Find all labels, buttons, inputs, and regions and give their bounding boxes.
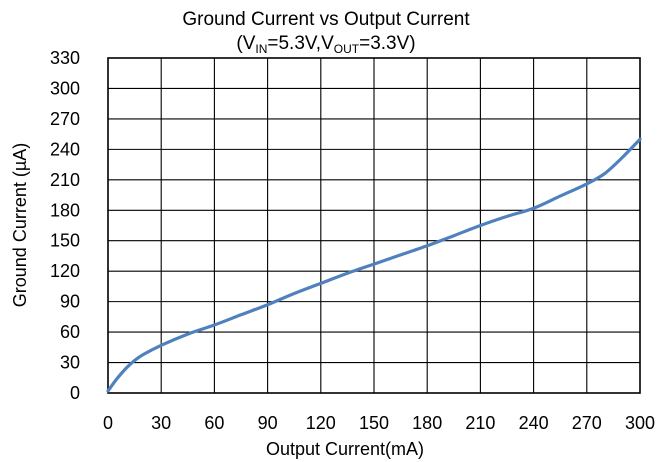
y-tick-label: 90 [60,292,80,312]
y-tick-label: 270 [50,109,80,129]
y-axis-label: Ground Current (µA) [10,143,30,307]
x-tick-label: 150 [359,413,389,433]
plot-frame [107,57,641,394]
grid-lines [108,58,640,393]
y-tick-labels: 0 30 60 90 120 150 180 210 240 270 300 330 [50,48,80,403]
y-tick-label: 120 [50,261,80,281]
x-tick-label: 210 [465,413,495,433]
y-tick-label: 210 [50,170,80,190]
subtitle-vout-sub: OUT [334,42,360,56]
y-tick-label: 150 [50,231,80,251]
y-tick-label: 60 [60,322,80,342]
y-tick-label: 180 [50,200,80,220]
chart-title: Ground Current vs Output Current [182,9,470,30]
x-tick-label: 60 [204,413,224,433]
subtitle-mid: =5.3V,V [267,33,334,54]
x-tick-label: 300 [625,413,655,433]
x-tick-label: 180 [412,413,442,433]
subtitle-close: =3.3V) [359,33,416,54]
x-tick-label: 120 [306,413,336,433]
x-tick-label: 30 [151,413,171,433]
y-tick-label: 240 [50,139,80,159]
y-tick-label: 30 [60,353,80,373]
y-tick-label: 0 [70,383,80,403]
y-tick-label: 300 [50,78,80,98]
y-tick-label: 330 [50,48,80,68]
x-tick-label: 90 [258,413,278,433]
x-tick-label: 0 [103,413,113,433]
series-line [106,137,642,393]
x-tick-label: 270 [572,413,602,433]
chart-subtitle: (VIN=5.3V,VOUT=3.3V) [236,33,415,56]
x-tick-label: 240 [519,413,549,433]
x-axis-label: Output Current(mA) [266,439,424,459]
subtitle-vin-sub: IN [255,42,267,56]
subtitle-open: (V [236,33,255,54]
x-tick-labels: 0 30 60 90 120 150 180 210 240 270 300 [103,413,655,433]
